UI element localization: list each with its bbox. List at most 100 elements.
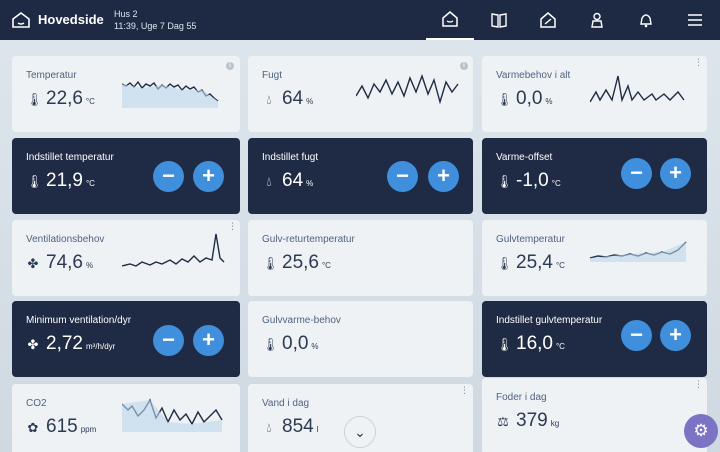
minus-button[interactable]: −: [621, 158, 652, 189]
card-value: 0,0: [282, 333, 309, 354]
minus-button[interactable]: −: [621, 320, 652, 351]
card-fugt[interactable]: Fugt 💧︎ 64% i: [248, 56, 473, 132]
plus-button[interactable]: +: [660, 158, 691, 189]
card-unit: m³/h/dyr: [85, 342, 116, 351]
card-value: 25,4: [516, 252, 553, 273]
minus-button[interactable]: −: [153, 325, 184, 356]
card-value: 64: [282, 88, 304, 109]
card-value: 22,6: [46, 88, 83, 109]
house-info: Hus 2 11:39, Uge 7 Dag 55: [114, 8, 196, 32]
thermometer-icon: 🌡︎: [26, 92, 43, 107]
card-label: Fugt: [262, 70, 283, 81]
card-value: 379: [516, 410, 548, 431]
home-icon: [442, 11, 458, 27]
card-value: 74,6: [46, 252, 83, 273]
thermometer-icon: 🌡︎: [26, 174, 43, 189]
nav-home[interactable]: [426, 0, 474, 40]
info-icon[interactable]: i: [460, 62, 468, 70]
person-icon: [591, 12, 603, 28]
thermometer-icon: 🌡︎: [262, 256, 279, 271]
sparkline: [122, 398, 223, 432]
sparkline: [590, 241, 687, 262]
card-unit: l: [316, 425, 319, 434]
page-title: Hovedside: [38, 12, 104, 27]
card-unit: kg: [550, 419, 560, 428]
card-label: Gulvtemperatur: [496, 234, 565, 245]
card-unit: °C: [555, 261, 565, 270]
nav-bell[interactable]: [622, 0, 670, 40]
card-unit: °C: [85, 97, 95, 106]
thermometer-icon: 🌡︎: [496, 256, 513, 271]
plus-button[interactable]: +: [193, 325, 224, 356]
water-drop-icon: 💧︎: [266, 420, 272, 435]
bell-icon: [640, 14, 652, 28]
card-foder[interactable]: Foder i dag ⚖︎ 379 kg ⋮: [482, 378, 707, 452]
card-label: Minimum ventilation/dyr: [26, 315, 132, 326]
plus-button[interactable]: +: [193, 161, 224, 192]
card-indstillet-gulvtemperatur: Indstillet gulvtemperatur 🌡︎ 16,0 °C − +: [482, 301, 707, 377]
card-label: Gulv-returtemperatur: [262, 234, 355, 245]
plus-button[interactable]: +: [660, 320, 691, 351]
card-value: 16,0: [516, 333, 553, 354]
card-temperatur[interactable]: Temperatur 🌡︎ 22,6 °C i: [12, 56, 240, 132]
fan-icon: ✤: [27, 337, 39, 352]
thermometer-icon: 🌡︎: [262, 337, 279, 352]
card-unit: °C: [85, 179, 95, 188]
card-label: Indstillet gulvtemperatur: [496, 315, 603, 326]
plus-button[interactable]: +: [428, 161, 459, 192]
card-unit: °C: [555, 342, 565, 351]
card-label: Varmebehov i alt: [496, 70, 571, 81]
nav-gauge[interactable]: [524, 0, 572, 40]
scale-icon: ⚖︎: [497, 414, 509, 429]
nav-menu[interactable]: [671, 0, 719, 40]
card-gulvtemperatur[interactable]: Gulvtemperatur 🌡︎ 25,4 °C: [482, 220, 707, 296]
gauge-icon: [540, 12, 556, 28]
home-icon[interactable]: [12, 12, 30, 28]
card-co2[interactable]: CO2 ✿ 615 ppm: [12, 384, 240, 452]
card-label: Ventilationsbehov: [26, 234, 105, 245]
minus-button[interactable]: −: [387, 161, 418, 192]
info-icon[interactable]: i: [226, 62, 234, 70]
card-value: 2,72: [46, 333, 83, 354]
card-ventilationsbehov[interactable]: Ventilationsbehov ✤ 74,6% ⋮: [12, 220, 240, 296]
more-options-icon[interactable]: ⋮: [460, 385, 469, 395]
card-label: Foder i dag: [496, 392, 547, 403]
more-options-icon[interactable]: ⋮: [694, 379, 703, 389]
card-label: CO2: [26, 398, 47, 409]
card-unit: %: [85, 261, 94, 270]
minus-button[interactable]: −: [153, 161, 184, 192]
card-varmebehov[interactable]: Varmebehov i alt 🌡︎ 0,0% ⋮: [482, 56, 707, 132]
more-options-icon[interactable]: ⋮: [694, 57, 703, 67]
card-value: 0,0: [516, 88, 543, 109]
menu-icon: [688, 14, 702, 26]
card-value: 854: [282, 416, 314, 437]
sparkline: [122, 233, 225, 267]
more-options-icon[interactable]: ⋮: [228, 221, 237, 231]
card-label: Indstillet fugt: [262, 152, 319, 163]
card-gulvvarme-behov[interactable]: Gulvvarme-behov 🌡︎ 0,0%: [248, 301, 473, 377]
card-value: 21,9: [46, 170, 83, 191]
card-label: Indstillet temperatur: [26, 152, 114, 163]
datetime: 11:39, Uge 7 Dag 55: [114, 21, 197, 31]
card-unit: %: [311, 342, 319, 351]
humidity-icon: 💧︎: [266, 174, 272, 189]
settings-button[interactable]: ⚙︎: [684, 414, 718, 448]
card-label: Vand i dag: [262, 398, 310, 409]
book-icon: [491, 13, 507, 28]
card-unit: °C: [321, 261, 331, 270]
nav-book[interactable]: [475, 0, 523, 40]
scroll-down-button[interactable]: ⌄: [344, 416, 376, 448]
co2-icon: ✿: [27, 420, 39, 435]
sparkline: [590, 75, 685, 103]
top-bar: Hovedside Hus 2 11:39, Uge 7 Dag 55: [0, 0, 720, 40]
nav-person[interactable]: [573, 0, 621, 40]
card-gulv-returtemperatur[interactable]: Gulv-returtemperatur 🌡︎ 25,6 °C: [248, 220, 473, 296]
gear-icon: ⚙︎: [693, 421, 709, 440]
sparkline: [356, 73, 459, 105]
card-value: 615: [46, 416, 78, 437]
card-unit: ppm: [80, 425, 97, 434]
card-unit: %: [545, 97, 553, 106]
thermometer-icon: 🌡︎: [496, 174, 513, 189]
card-value: 25,6: [282, 252, 319, 273]
card-unit: %: [306, 97, 314, 106]
